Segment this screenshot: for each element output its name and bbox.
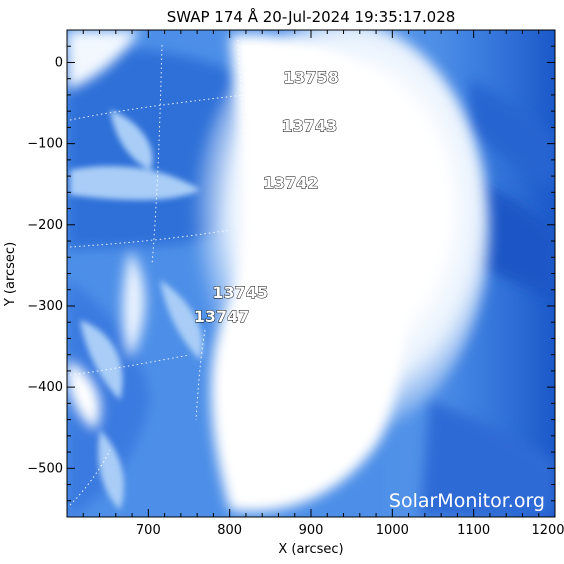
solarmonitor-watermark: SolarMonitor.org	[389, 490, 545, 512]
region-label-13742: 13742	[263, 173, 319, 192]
x-tick-label: 900	[299, 523, 324, 538]
region-label-13747: 13747	[194, 307, 250, 326]
x-tick-label: 1000	[376, 523, 409, 538]
y-axis-ticks: 0 −100 −200 −300 −400 −500	[27, 45, 555, 502]
x-tick-label: 1200	[531, 523, 564, 538]
x-axis-label: X (arcsec)	[278, 542, 343, 557]
y-tick-label: −300	[27, 299, 63, 314]
y-tick-label: −200	[27, 218, 63, 233]
y-tick-label: −400	[27, 380, 63, 395]
x-tick-label: 1100	[457, 523, 490, 538]
x-tick-label: 800	[217, 523, 242, 538]
image-title: SWAP 174 Å 20-Jul-2024 19:35:17.028	[167, 7, 456, 26]
y-axis-label: Y (arcsec)	[3, 242, 18, 307]
y-tick-label: −100	[27, 137, 63, 152]
y-tick-label: −500	[27, 461, 63, 476]
region-label-13758: 13758	[283, 68, 339, 87]
x-tick-label: 700	[136, 523, 161, 538]
y-tick-label: 0	[55, 55, 63, 70]
x-axis-ticks: 700 800 900 1000 1100 1200	[82, 30, 564, 538]
active-region-labels: 13758 13743 13742 13745 13747	[193, 67, 339, 326]
solar-euv-image	[67, 30, 555, 517]
region-label-13745: 13745	[212, 283, 268, 302]
region-label-13743: 13743	[282, 116, 338, 135]
